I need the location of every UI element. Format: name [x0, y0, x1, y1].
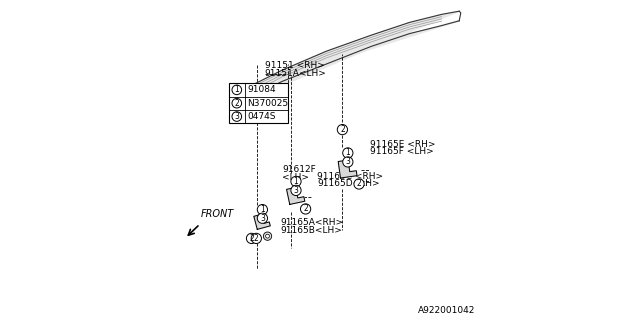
Circle shape [232, 85, 242, 95]
Text: 1: 1 [294, 177, 298, 186]
Text: 2: 2 [340, 125, 345, 134]
Text: FRONT: FRONT [201, 209, 234, 219]
Circle shape [301, 204, 311, 214]
Text: 1: 1 [260, 205, 265, 214]
Circle shape [257, 204, 268, 215]
Text: 91151A<LH>: 91151A<LH> [265, 69, 326, 78]
Circle shape [355, 180, 364, 188]
Text: 2: 2 [234, 99, 239, 108]
Text: A922001042: A922001042 [418, 306, 475, 315]
Circle shape [232, 112, 242, 121]
Circle shape [343, 148, 353, 158]
Circle shape [263, 232, 272, 240]
Circle shape [247, 234, 255, 243]
Text: 3: 3 [260, 214, 265, 223]
Text: 0474S: 0474S [248, 112, 276, 121]
Text: 2: 2 [249, 234, 254, 243]
Polygon shape [254, 214, 270, 229]
Text: N370025: N370025 [248, 99, 289, 108]
Circle shape [304, 207, 308, 211]
Circle shape [255, 236, 259, 240]
Circle shape [252, 234, 260, 243]
Text: 1: 1 [346, 148, 350, 157]
Text: 3: 3 [234, 112, 239, 121]
Circle shape [291, 176, 301, 187]
Text: 91165A<RH>: 91165A<RH> [280, 218, 343, 227]
Polygon shape [230, 11, 460, 102]
Text: 3: 3 [294, 186, 298, 195]
Text: 91151 <RH>: 91151 <RH> [265, 61, 324, 70]
Text: 2: 2 [303, 204, 308, 213]
Text: 91612F: 91612F [282, 165, 316, 174]
Text: 2: 2 [254, 234, 259, 243]
Text: 91165E <RH>: 91165E <RH> [370, 140, 435, 149]
Circle shape [257, 213, 268, 223]
Text: 91165D<LH>: 91165D<LH> [317, 179, 380, 188]
Circle shape [291, 185, 301, 196]
Text: 2: 2 [356, 180, 362, 188]
Circle shape [251, 233, 262, 244]
Circle shape [339, 125, 347, 134]
Circle shape [343, 157, 353, 167]
Circle shape [354, 179, 364, 189]
Circle shape [337, 124, 348, 135]
Text: 91165F <LH>: 91165F <LH> [370, 147, 433, 156]
Text: 91084: 91084 [248, 85, 276, 94]
Circle shape [357, 182, 361, 186]
Circle shape [232, 98, 242, 108]
Polygon shape [287, 188, 305, 204]
Bar [229, 83, 288, 123]
Text: 91165B<LH>: 91165B<LH> [280, 226, 342, 235]
Text: 91165C <RH>: 91165C <RH> [317, 172, 383, 181]
Circle shape [301, 205, 310, 213]
Circle shape [250, 236, 253, 240]
Text: <LH>: <LH> [282, 173, 309, 182]
Text: 3: 3 [346, 157, 350, 166]
Polygon shape [338, 160, 357, 178]
Circle shape [266, 234, 269, 238]
Text: 1: 1 [234, 85, 239, 94]
Circle shape [340, 128, 344, 132]
Circle shape [246, 233, 257, 244]
